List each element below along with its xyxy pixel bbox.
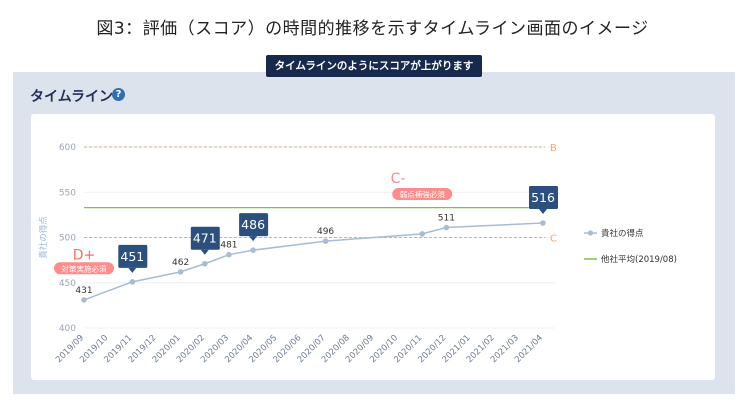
legend-score-marker — [587, 230, 594, 236]
threshold-label: C — [550, 234, 557, 245]
score-badge — [190, 226, 220, 250]
score-line — [83, 222, 544, 301]
y-tick-label: 500 — [59, 234, 76, 244]
score-badge — [239, 213, 269, 237]
data-label: 431 — [75, 286, 92, 296]
score-badge-label: 516 — [531, 190, 555, 205]
data-label: 511 — [438, 214, 455, 224]
score-point — [81, 297, 87, 303]
score-badge-pointer — [249, 236, 258, 242]
score-badge-pointer — [128, 267, 137, 273]
y-tick-label: 600 — [59, 143, 76, 153]
score-point — [201, 260, 208, 267]
y-tick-label: 550 — [59, 188, 76, 198]
data-label: 496 — [317, 227, 334, 237]
figure-title: 図3：評価（スコア）の時間的推移を示すタイムライン画面のイメージ — [96, 19, 649, 39]
y-tick-label: 450 — [59, 279, 76, 289]
annotation-pill-text: 弱点補強必須 — [400, 189, 445, 199]
score-point — [419, 231, 426, 237]
question-circle-icon[interactable]: ? — [112, 88, 125, 101]
score-badge-pointer — [200, 249, 209, 255]
threshold-label: B — [550, 143, 557, 154]
panel-title: タイムライン — [30, 89, 114, 105]
score-point — [226, 251, 232, 258]
score-badge — [118, 244, 148, 268]
annotation-pill — [54, 262, 114, 275]
banner: タイムラインのようにスコアが上がります — [266, 55, 482, 77]
legend-score-label: 貴社の得点 — [601, 228, 644, 239]
grade-annotation: D+ — [73, 248, 96, 264]
score-badge — [529, 186, 558, 210]
timeline-chart: 400450500550600貴社の得点BC2019/092019/102019… — [38, 143, 677, 365]
score-badge-label: 486 — [241, 217, 265, 232]
chart-card: 400 450 500 550 600 貴社の得点 B C 2019/09 2019/10 2019… — [31, 114, 715, 380]
score-point — [322, 238, 329, 244]
score-point — [250, 247, 256, 253]
score-point — [443, 224, 450, 231]
y-axis-label: 貴社の得点 — [38, 216, 49, 259]
annotation-pill-text: 対策実施必須 — [62, 263, 107, 273]
legend-average-label: 他社平均(2019/08) — [601, 254, 677, 265]
grade-annotation: C- — [391, 171, 406, 187]
score-point — [129, 279, 136, 285]
score-badge-label: 471 — [193, 231, 217, 246]
data-label: 462 — [172, 258, 189, 268]
score-badge-pointer — [539, 209, 547, 215]
y-tick-label: 400 — [59, 324, 76, 334]
score-point — [540, 220, 546, 226]
score-point — [177, 269, 184, 275]
data-label: 481 — [220, 241, 237, 251]
annotation-pill — [392, 188, 453, 201]
score-badge-label: 451 — [120, 249, 144, 264]
